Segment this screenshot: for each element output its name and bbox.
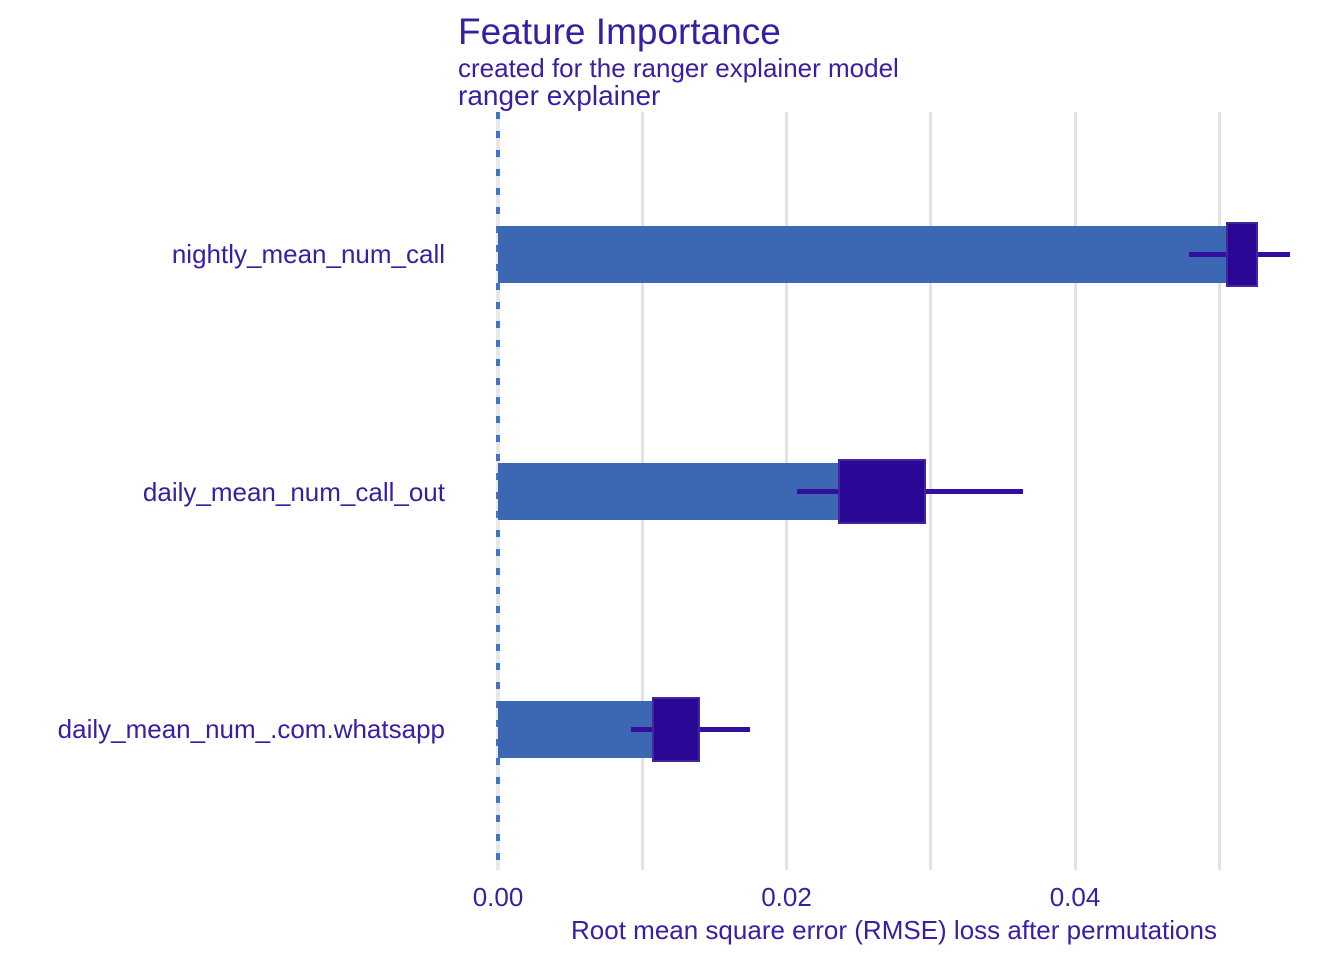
y-axis-label: daily_mean_num_call_out	[142, 476, 445, 507]
boxplot-box	[1226, 221, 1259, 287]
x-axis-tick-label: 0.02	[761, 882, 812, 912]
gridline-x-0.05	[1217, 112, 1221, 870]
facet-strip-label: ranger explainer	[458, 80, 661, 111]
plot-title: Feature Importance	[458, 11, 781, 52]
x-axis-tick-label: 0.00	[472, 882, 524, 912]
y-axis-label: daily_mean_num_.com.whatsapp	[57, 714, 445, 744]
gridline-x-0.04	[1073, 112, 1077, 870]
boxplot-box	[838, 459, 927, 524]
plot-panel	[458, 112, 1330, 870]
boxplot-box	[652, 696, 700, 762]
plot-subtitle: created for the ranger explainer model	[458, 53, 899, 83]
x-axis-title: Root mean square error (RMSE) loss after…	[571, 915, 1217, 945]
importance-bar	[498, 225, 1243, 283]
y-axis-label: nightly_mean_num_call	[171, 239, 445, 269]
x-axis-tick-label: 0.04	[1049, 882, 1101, 912]
